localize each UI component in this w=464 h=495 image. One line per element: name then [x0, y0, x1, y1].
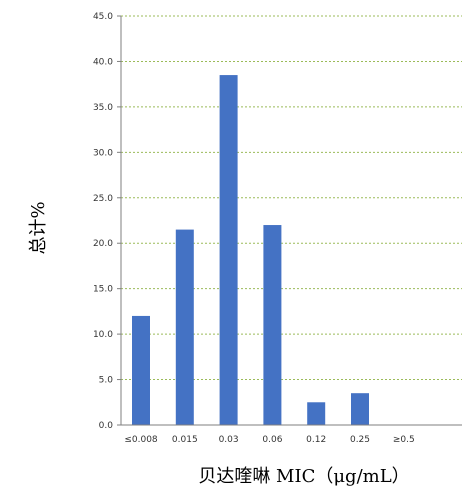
gridlines — [121, 15, 462, 381]
y-tick-label: 45.0 — [93, 12, 113, 22]
bar-2 — [219, 75, 238, 426]
y-axis-title: 总计% — [28, 201, 49, 254]
bars — [132, 75, 369, 426]
x-tick-label: 0.03 — [219, 435, 239, 445]
bar-3 — [263, 225, 282, 425]
y-tick-label: 35.0 — [93, 103, 113, 113]
x-tick-labels: ≤0.008 0.015 0.03 0.06 0.12 0.25 ≥0.5 — [124, 435, 414, 445]
x-tick-label: 0.12 — [306, 435, 326, 445]
y-tick-label: 30.0 — [93, 148, 113, 158]
y-tick-label: 0.0 — [99, 421, 114, 431]
y-tick-label: 20.0 — [93, 239, 113, 249]
x-tick-label: 0.25 — [350, 435, 370, 445]
bar-1 — [175, 229, 194, 425]
bar-5 — [351, 393, 369, 425]
x-tick-label: 0.015 — [172, 435, 198, 445]
x-tick-label: 0.06 — [262, 435, 282, 445]
y-tick-label: 15.0 — [93, 285, 113, 295]
x-axis-title: 贝达喹啉 MIC（μg/mL） — [198, 466, 409, 487]
x-tick-label: ≥0.5 — [393, 435, 415, 445]
x-tick-label: ≤0.008 — [124, 435, 158, 445]
y-tick-label: 10.0 — [93, 330, 113, 340]
y-tick-label: 25.0 — [93, 194, 113, 204]
y-tick-label: 5.0 — [99, 376, 114, 386]
y-tick-label: 40.0 — [93, 57, 113, 67]
bar-0 — [132, 315, 150, 425]
y-tick-labels: 0.0 5.0 10.0 15.0 20.0 25.0 30.0 35.0 40.0 45.0 — [93, 12, 113, 431]
axes — [117, 15, 462, 426]
bar-4 — [307, 402, 326, 425]
